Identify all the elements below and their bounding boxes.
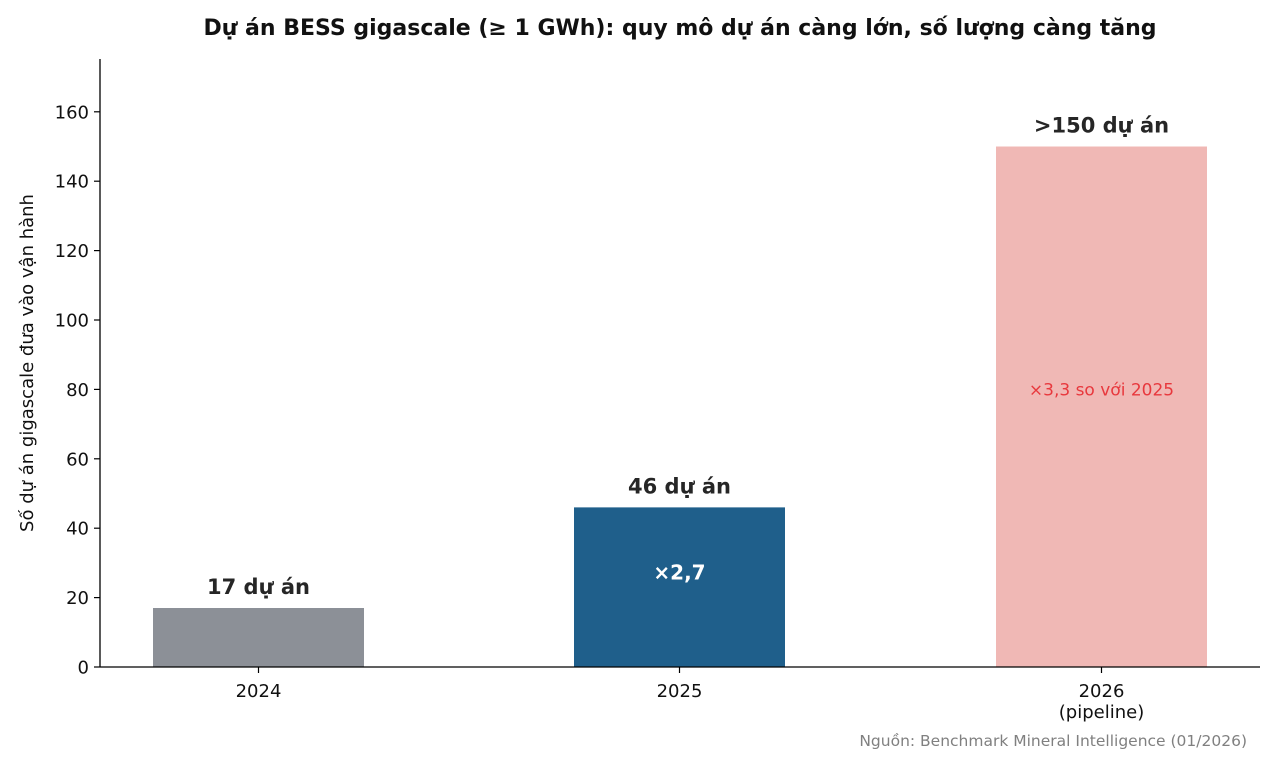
y-tick-label-7: 140	[55, 172, 89, 193]
bars	[153, 146, 1207, 667]
bar-value-label-2: >150 dự án	[1034, 114, 1169, 138]
bar-0	[153, 608, 364, 667]
bar-2	[996, 146, 1207, 667]
y-axis-ticks: 0 20 40 60 80 100 120 140 160	[55, 102, 100, 679]
bar-value-label-1: 46 dự án	[628, 474, 731, 498]
bar-inner-label-0: ×2,7	[653, 560, 705, 584]
y-tick-label-5: 100	[55, 311, 89, 332]
y-tick-label-8: 160	[55, 102, 89, 123]
data-labels: 17 dự án 46 dự án >150 dự án ×2,7 ×3,3 so vớ…	[207, 114, 1174, 600]
y-tick-label-1: 20	[66, 588, 89, 609]
x-tick-label-2-0: 2026	[1079, 681, 1125, 702]
source-note: Nguồn: Benchmark Mineral Intelligence (0…	[859, 732, 1247, 750]
y-axis-label: Số dự án gigascale đưa vào vận hành	[17, 194, 38, 532]
bar-inner-label-1: ×3,3 so với 2025	[1029, 380, 1174, 400]
x-tick-label-2-1: (pipeline)	[1059, 702, 1144, 723]
y-tick-label-3: 60	[66, 449, 89, 470]
y-tick-label-0: 0	[78, 658, 89, 679]
bar-value-label-0: 17 dự án	[207, 575, 310, 599]
x-tick-label-0-0: 2024	[236, 681, 282, 702]
x-tick-label-1-0: 2025	[657, 681, 703, 702]
bar-1	[574, 507, 785, 667]
y-tick-label-6: 120	[55, 241, 89, 262]
y-tick-label-2: 40	[66, 519, 89, 540]
chart-title: Dự án BESS gigascale (≥ 1 GWh): quy mô d…	[203, 16, 1156, 41]
y-tick-label-4: 80	[66, 380, 89, 401]
x-axis-ticks: 2024 2025 2026(pipeline)	[236, 667, 1144, 723]
